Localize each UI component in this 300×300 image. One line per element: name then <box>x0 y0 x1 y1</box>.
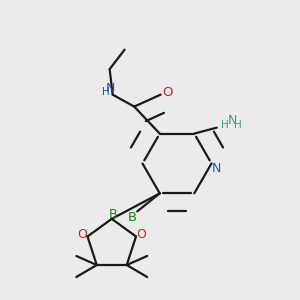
Text: O: O <box>136 229 146 242</box>
Text: B: B <box>128 212 137 224</box>
Text: H: H <box>102 87 110 97</box>
Text: N: N <box>212 162 222 176</box>
Text: H: H <box>221 120 229 130</box>
Text: O: O <box>77 229 87 242</box>
Text: N: N <box>228 114 238 127</box>
Text: O: O <box>162 86 172 99</box>
Text: N: N <box>106 82 115 94</box>
Text: B: B <box>109 208 118 221</box>
Text: H: H <box>234 120 242 130</box>
